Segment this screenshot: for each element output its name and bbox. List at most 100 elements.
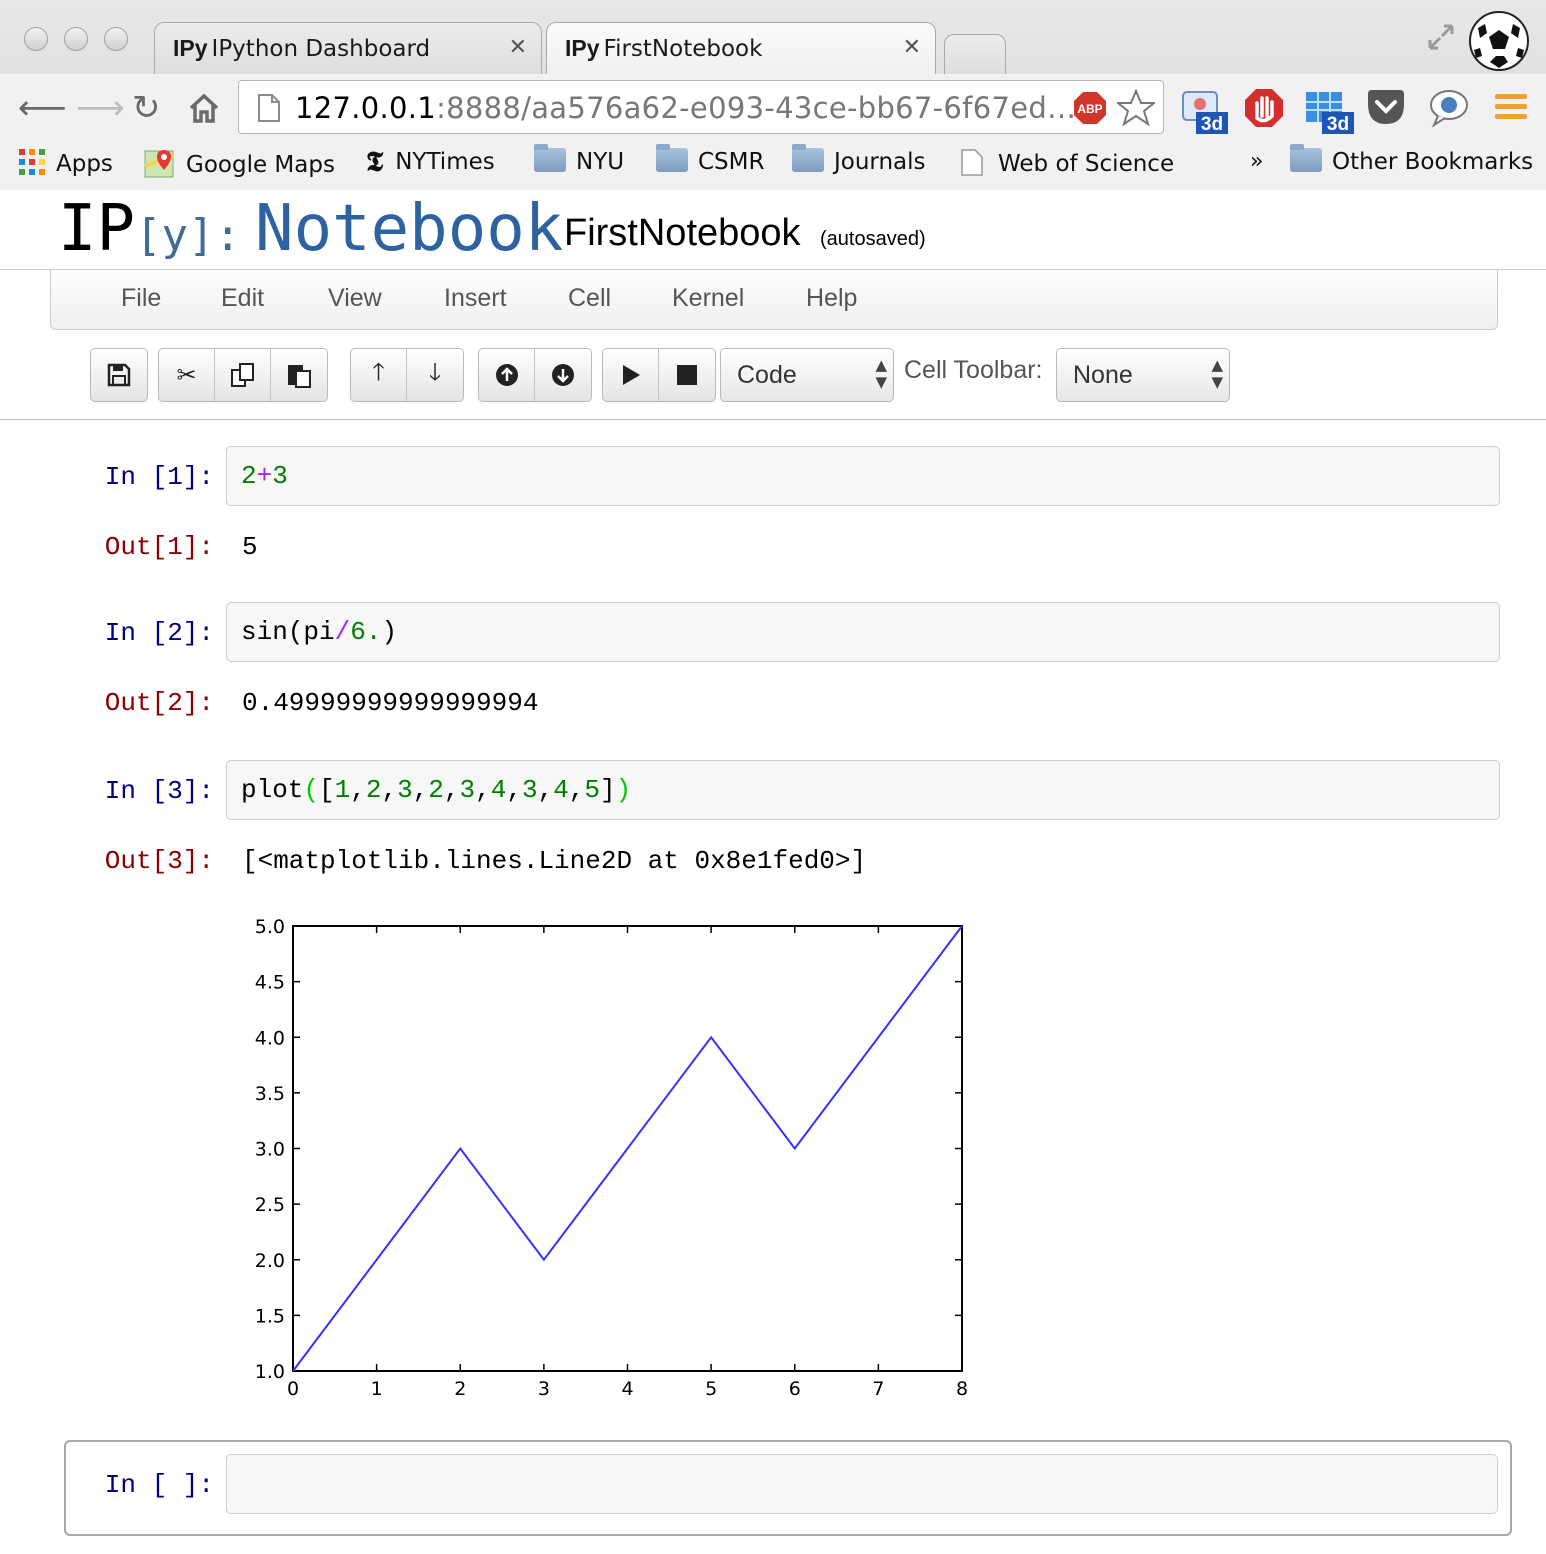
move-cell-down-button[interactable]: 🡓	[407, 349, 463, 401]
window-zoom-button[interactable]	[104, 27, 128, 51]
save-button[interactable]	[91, 349, 147, 401]
move-cell-up-button[interactable]: 🡑	[351, 349, 407, 401]
pocket-extension-icon[interactable]	[1366, 88, 1406, 133]
y-tick-label: 2.5	[255, 1194, 285, 1216]
y-tick-label: 3.0	[255, 1139, 285, 1161]
x-tick-label: 8	[956, 1378, 968, 1400]
menu-kernel[interactable]: Kernel	[672, 284, 745, 312]
bookmark-folder-csmr[interactable]: CSMR	[656, 144, 764, 176]
tab-title-text: FirstNotebook	[603, 36, 763, 62]
x-tick-label: 1	[371, 1378, 383, 1400]
menu-help[interactable]: Help	[806, 284, 858, 312]
bookmark-label: NYTimes	[395, 149, 495, 175]
menu-view[interactable]: View	[328, 284, 382, 312]
bookmark-folder-journals[interactable]: Journals	[792, 144, 926, 176]
calendar-grid-3d-extension-icon[interactable]: 3d	[1304, 88, 1356, 141]
code-token: 3	[521, 775, 538, 805]
reload-icon[interactable]: ↻	[132, 88, 161, 128]
ipy-favicon-icon: IPy	[173, 35, 208, 61]
run-cell-button[interactable]	[603, 349, 659, 401]
close-icon[interactable]: ✕	[508, 35, 527, 60]
insert-cell-below-button[interactable]	[535, 349, 591, 401]
window-close-button[interactable]	[24, 27, 48, 51]
y-tick-label: 4.0	[255, 1027, 285, 1049]
code-cell-input[interactable]: sin(pi/6.)	[226, 602, 1500, 662]
adblock-plus-icon[interactable]: ABP	[1073, 91, 1107, 125]
menu-cell[interactable]: Cell	[568, 284, 612, 312]
url-text[interactable]: 127.0.0.1:8888/aa576a62-e093-43ce-bb67-6…	[295, 91, 1076, 125]
input-prompt: In [3]:	[104, 776, 214, 806]
tab-ipython-dashboard[interactable]: IPy IPython Dashboard ✕	[154, 22, 542, 74]
cell-type-select[interactable]: Code ▲ ▼	[720, 348, 894, 402]
code-token: ,	[568, 775, 585, 805]
insert-group	[478, 348, 592, 402]
code-token: )	[615, 775, 632, 805]
bookmark-google-maps[interactable]: Google Maps	[144, 148, 335, 179]
address-bar[interactable]: 127.0.0.1:8888/aa576a62-e093-43ce-bb67-6…	[238, 80, 1164, 134]
tab-firstnotebook[interactable]: IPy FirstNotebook ✕	[546, 22, 936, 74]
stop-icon	[677, 365, 697, 385]
code-token: 1	[334, 775, 351, 805]
code-token: +	[256, 461, 273, 491]
bookmark-label: Other Bookmarks	[1332, 149, 1534, 175]
chat-globe-extension-icon[interactable]	[1428, 88, 1470, 133]
folder-icon	[1290, 144, 1322, 172]
bookmark-apps[interactable]: Apps	[18, 148, 113, 178]
code-token: 2	[428, 775, 444, 805]
menu-edit[interactable]: Edit	[221, 284, 265, 312]
code-cell-input[interactable]: plot([1,2,3,2,3,4,3,4,5])	[226, 760, 1500, 820]
autosave-status: (autosaved)	[820, 228, 926, 250]
forward-arrow-icon[interactable]: ⟶	[76, 88, 125, 128]
input-prompt: In [2]:	[104, 618, 214, 648]
fullscreen-icon[interactable]	[1424, 20, 1458, 54]
menu-insert[interactable]: Insert	[444, 284, 507, 312]
code-token: )	[381, 617, 398, 647]
bookmark-web-of-science[interactable]: Web of Science	[960, 148, 1174, 178]
code-text: sin(pi/6.)	[241, 617, 397, 647]
chrome-menu-icon[interactable]	[1494, 92, 1528, 127]
code-token: 6.	[350, 617, 382, 647]
bookmarks-overflow-chevron-icon[interactable]: »	[1250, 149, 1264, 174]
input-prompt: In [ ]:	[104, 1470, 214, 1500]
calendar-3d-extension-icon[interactable]: 3d	[1180, 88, 1230, 141]
save-group	[90, 348, 148, 402]
x-tick-label: 4	[621, 1378, 633, 1400]
code-token: ,	[381, 775, 398, 805]
copy-button[interactable]	[215, 349, 271, 401]
line-plot: 0 1 2 3 4 5 6 7 8 1.0 1.5 2.0 2.5 3.0 3.5 4.0 4.5 5.0	[255, 916, 968, 1400]
code-cell-input[interactable]: 2+3	[226, 446, 1500, 506]
stop-hand-extension-icon[interactable]	[1244, 88, 1284, 133]
folder-icon	[534, 144, 566, 172]
plot-area: 0 1 2 3 4 5 6 7 8 1.0 1.5 2.0 2.5 3.0 3.5 4.0 4.5 5.0	[255, 916, 968, 1400]
insert-cell-above-button[interactable]	[479, 349, 535, 401]
bookmark-star-icon[interactable]	[1117, 89, 1155, 127]
arrow-up-icon: 🡑	[372, 357, 385, 386]
y-tick-label: 2.0	[255, 1250, 285, 1272]
code-cell-input[interactable]	[226, 1454, 1498, 1514]
notebook-name[interactable]: FirstNotebook	[564, 212, 801, 254]
selected-empty-cell[interactable]: In [ ]:	[64, 1440, 1512, 1536]
cell-toolbar-select[interactable]: None ▲ ▼	[1056, 348, 1230, 402]
y-tick-label: 4.5	[255, 972, 285, 994]
bookmark-folder-other-bookmarks[interactable]: Other Bookmarks	[1290, 144, 1534, 176]
interrupt-kernel-button[interactable]	[659, 349, 715, 401]
circle-arrow-up-icon	[495, 364, 518, 386]
cut-button[interactable]: ✂	[159, 349, 215, 401]
paste-button[interactable]	[271, 349, 327, 401]
x-tick-label: 7	[872, 1378, 884, 1400]
bookmark-nytimes[interactable]: 𝕿 NYTimes	[366, 148, 495, 176]
code-text: 2+3	[241, 461, 288, 491]
move-group: 🡑 🡓	[350, 348, 464, 402]
extension-badge: 3d	[1201, 114, 1223, 135]
window-minimize-button[interactable]	[64, 27, 88, 51]
profile-avatar-soccer-ball-icon[interactable]	[1468, 10, 1530, 72]
ipython-notebook-logo[interactable]: IP[y]: Notebook	[58, 194, 563, 281]
output-prompt: Out[2]:	[104, 688, 214, 718]
home-icon[interactable]	[188, 92, 220, 124]
close-icon[interactable]: ✕	[902, 35, 921, 60]
new-tab-button[interactable]	[944, 34, 1006, 74]
bookmark-folder-nyu[interactable]: NYU	[534, 144, 624, 176]
output-prompt: Out[3]:	[104, 846, 214, 876]
back-arrow-icon[interactable]: ⟵	[18, 88, 67, 128]
menu-file[interactable]: File	[121, 284, 162, 312]
